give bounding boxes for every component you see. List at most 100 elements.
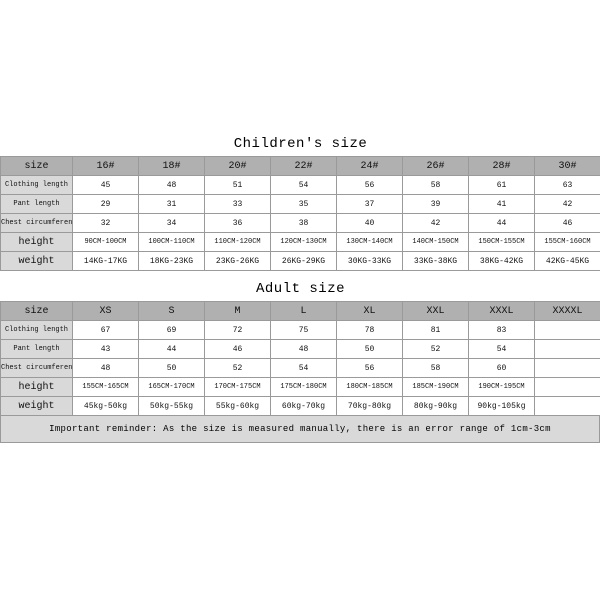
cell: 48: [271, 340, 337, 359]
cell: 39: [403, 195, 469, 214]
cell: 48: [73, 359, 139, 378]
cell: [535, 321, 600, 340]
cell: 63: [535, 176, 600, 195]
cell: 80kg-90kg: [403, 397, 469, 416]
cell: 46: [535, 214, 600, 233]
children-header-label: size: [1, 157, 73, 176]
cell: 190CM-195CM: [469, 378, 535, 397]
table-row: Pant length 43 44 46 48 50 52 54: [1, 340, 600, 359]
adult-header-label: size: [1, 302, 73, 321]
cell: 72: [205, 321, 271, 340]
table-row: Pant length 29 31 33 35 37 39 41 42: [1, 195, 600, 214]
cell: 140CM-150CM: [403, 233, 469, 252]
cell: 67: [73, 321, 139, 340]
cell: 75: [271, 321, 337, 340]
row-label: Clothing length: [1, 176, 73, 195]
cell: 14KG-17KG: [73, 252, 139, 271]
cell: 45: [73, 176, 139, 195]
cell: 58: [403, 359, 469, 378]
cell: 48: [139, 176, 205, 195]
children-header-cell: 26#: [403, 157, 469, 176]
cell: 45kg-50kg: [73, 397, 139, 416]
cell: 185CM-190CM: [403, 378, 469, 397]
cell: 90CM-100CM: [73, 233, 139, 252]
cell: 18KG-23KG: [139, 252, 205, 271]
row-label: weight: [1, 252, 73, 271]
cell: 120CM-130CM: [271, 233, 337, 252]
cell: 78: [337, 321, 403, 340]
cell: 130CM-140CM: [337, 233, 403, 252]
table-row: weight 14KG-17KG 18KG-23KG 23KG-26KG 26K…: [1, 252, 600, 271]
cell: 30KG-33KG: [337, 252, 403, 271]
cell: 155CM-165CM: [73, 378, 139, 397]
cell: 155CM-160CM: [535, 233, 600, 252]
cell: [535, 359, 600, 378]
cell: 41: [469, 195, 535, 214]
cell: 60: [469, 359, 535, 378]
cell: 90kg-105kg: [469, 397, 535, 416]
table-row: height 90CM-100CM 100CM-110CM 110CM-120C…: [1, 233, 600, 252]
cell: 61: [469, 176, 535, 195]
children-header-cell: 24#: [337, 157, 403, 176]
cell: 54: [271, 359, 337, 378]
row-label: Pant length: [1, 340, 73, 359]
cell: 37: [337, 195, 403, 214]
row-label: Pant length: [1, 195, 73, 214]
cell: 33: [205, 195, 271, 214]
children-header-cell: 22#: [271, 157, 337, 176]
cell: 31: [139, 195, 205, 214]
cell: 44: [139, 340, 205, 359]
children-header-cell: 28#: [469, 157, 535, 176]
cell: 81: [403, 321, 469, 340]
cell: 50: [139, 359, 205, 378]
adult-header-cell: XXL: [403, 302, 469, 321]
table-row: weight 45kg-50kg 50kg-55kg 55kg-60kg 60k…: [1, 397, 600, 416]
cell: 100CM-110CM: [139, 233, 205, 252]
adult-header-cell: S: [139, 302, 205, 321]
children-size-table: Children's size size 16# 18# 20# 22# 24#…: [0, 130, 600, 271]
cell: [535, 340, 600, 359]
adult-header-cell: XL: [337, 302, 403, 321]
children-header-cell: 18#: [139, 157, 205, 176]
table-row: height 155CM-165CM 165CM-170CM 170CM-175…: [1, 378, 600, 397]
cell: 32: [73, 214, 139, 233]
cell: 29: [73, 195, 139, 214]
cell: 54: [469, 340, 535, 359]
children-caption: Children's size: [0, 130, 600, 156]
table-row: Chest circumference 1/2 32 34 36 38 40 4…: [1, 214, 600, 233]
important-reminder: Important reminder: As the size is measu…: [0, 416, 600, 443]
cell: 70kg-80kg: [337, 397, 403, 416]
cell: 35: [271, 195, 337, 214]
row-label: weight: [1, 397, 73, 416]
cell: 26KG-29KG: [271, 252, 337, 271]
row-label: height: [1, 378, 73, 397]
cell: 44: [469, 214, 535, 233]
cell: 50kg-55kg: [139, 397, 205, 416]
cell: 33KG-38KG: [403, 252, 469, 271]
row-label: Clothing length: [1, 321, 73, 340]
row-label: height: [1, 233, 73, 252]
cell: 54: [271, 176, 337, 195]
size-tables: Children's size size 16# 18# 20# 22# 24#…: [0, 130, 600, 443]
cell: 170CM-175CM: [205, 378, 271, 397]
cell: 23KG-26KG: [205, 252, 271, 271]
cell: 42: [403, 214, 469, 233]
adult-header-cell: XS: [73, 302, 139, 321]
cell: 42KG-45KG: [535, 252, 600, 271]
cell: 165CM-170CM: [139, 378, 205, 397]
cell: 52: [205, 359, 271, 378]
cell: 110CM-120CM: [205, 233, 271, 252]
adult-header-cell: M: [205, 302, 271, 321]
cell: 60kg-70kg: [271, 397, 337, 416]
cell: 58: [403, 176, 469, 195]
adult-header-cell: XXXL: [469, 302, 535, 321]
cell: 175CM-180CM: [271, 378, 337, 397]
children-header-cell: 16#: [73, 157, 139, 176]
cell: 69: [139, 321, 205, 340]
children-header-cell: 20#: [205, 157, 271, 176]
cell: 36: [205, 214, 271, 233]
cell: 43: [73, 340, 139, 359]
cell: 180CM-185CM: [337, 378, 403, 397]
row-label: Chest circumference 1/2: [1, 359, 73, 378]
adult-caption: Adult size: [0, 275, 600, 301]
